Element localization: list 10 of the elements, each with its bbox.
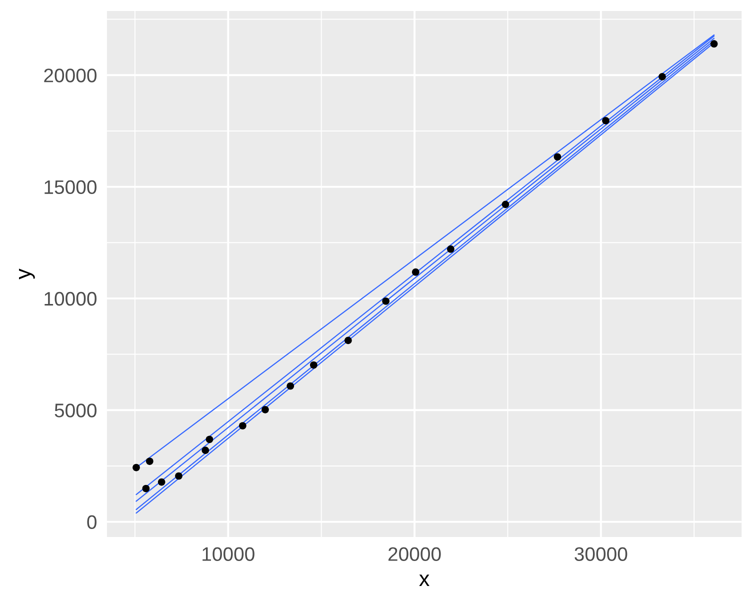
y-axis-title: y xyxy=(19,268,35,280)
y-tick-label: 15000 xyxy=(44,180,96,194)
y-tick-label: 20000 xyxy=(44,68,96,82)
y-tick-label: 0 xyxy=(87,515,96,530)
x-tick-label: 30000 xyxy=(574,547,628,561)
y-tick-label: 10000 xyxy=(44,292,96,306)
x-tick-label: 10000 xyxy=(202,547,254,561)
y-tick-label: 5000 xyxy=(54,404,96,418)
x-axis-title: x xyxy=(419,574,430,586)
x-tick-label: 20000 xyxy=(388,547,441,561)
